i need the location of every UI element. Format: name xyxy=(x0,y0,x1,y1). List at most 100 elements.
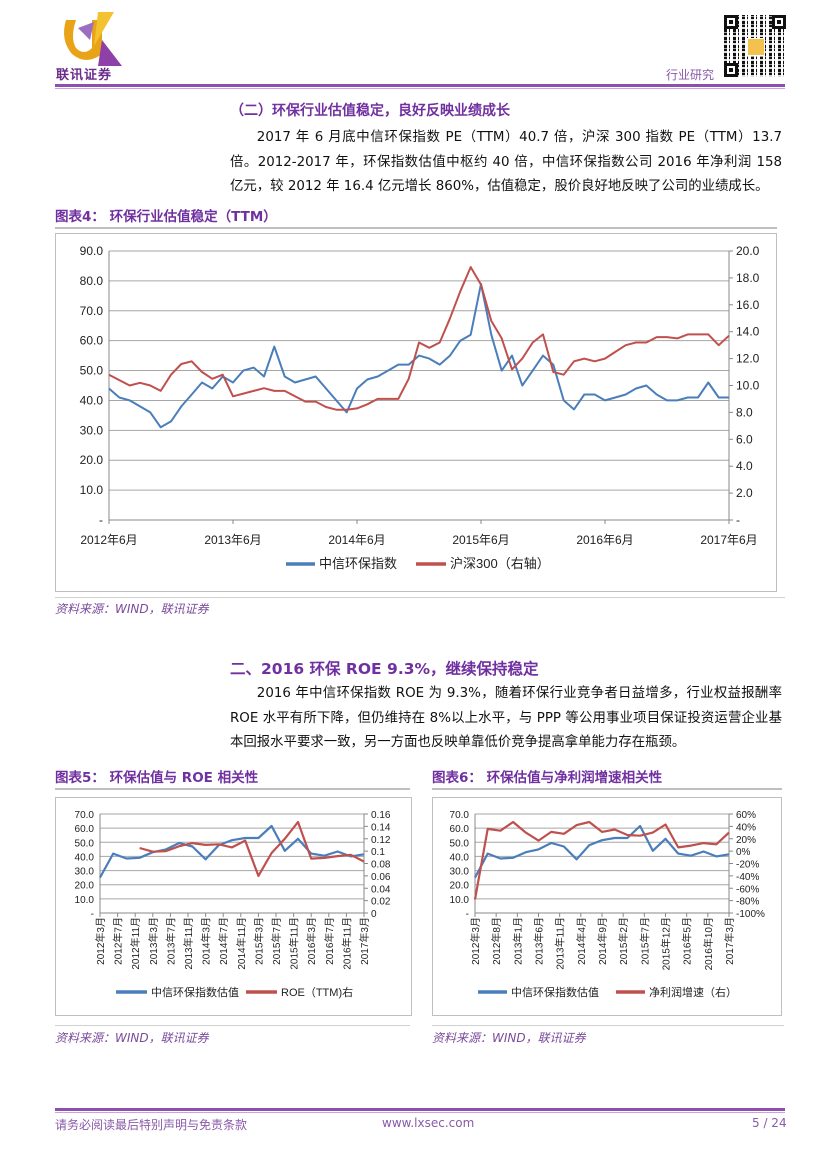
x-tick-label: 2013年11月 xyxy=(554,917,567,970)
x-tick-label: 2013年11月 xyxy=(182,917,195,970)
figure-divider xyxy=(55,227,777,229)
y-right-tick-label: 0.1 xyxy=(371,847,385,858)
y-right-tick-label: 0.06 xyxy=(371,872,391,883)
y-right-tick-label: 0.02 xyxy=(371,897,391,908)
paragraph-text: 2016 年中信环保指数 ROE 为 9.3%，随着环保行业竞争者日益增多，行业… xyxy=(230,686,782,750)
legend-label: 沪深300（右轴） xyxy=(450,556,550,571)
source-divider xyxy=(432,1025,784,1026)
y-right-tick-label: 10.0 xyxy=(736,379,760,393)
y-right-tick-label: -20% xyxy=(736,860,759,871)
y-left-tick-label: 70.0 xyxy=(75,810,95,821)
y-right-tick-label: 18.0 xyxy=(736,271,760,285)
report-category: 行业研究 xyxy=(666,68,715,82)
y-right-tick-label: 16.0 xyxy=(736,298,760,312)
x-tick-label: 2016年3月 xyxy=(305,917,318,965)
y-right-tick-label: 0.14 xyxy=(371,822,391,833)
legend-label: 中信环保指数估值 xyxy=(151,985,239,999)
x-tick-label: 2012年3月 xyxy=(94,917,107,965)
y-right-tick-label: 20.0 xyxy=(736,244,760,258)
figure-label: 图表4： xyxy=(55,209,105,225)
company-logo xyxy=(58,10,128,82)
x-tick-label: 2012年11月 xyxy=(129,917,142,970)
x-tick-label: 2013年6月 xyxy=(533,917,546,965)
y-left-tick-label: - xyxy=(99,513,103,527)
x-tick-label: 2016年6月 xyxy=(576,533,633,547)
y-left-tick-label: 50.0 xyxy=(75,838,95,849)
figure-caption: 环保估值与净利润增速相关性 xyxy=(486,770,663,786)
x-tick-label: 2017年3月 xyxy=(358,917,371,965)
y-left-tick-label: 90.0 xyxy=(80,244,104,258)
header-divider xyxy=(55,84,785,87)
figure-caption: 环保行业估值稳定（TTM） xyxy=(109,209,277,225)
x-tick-label: 2016年10月 xyxy=(702,917,715,970)
section-heading: 二、2016 环保 ROE 9.3%，继续保持稳定 xyxy=(230,660,539,678)
chart-svg: -10.020.030.040.050.060.070.000.020.040.… xyxy=(75,810,391,999)
section-paragraph: 2017 年 6 月底中信环保指数 PE（TTM）40.7 倍，沪深 300 指… xyxy=(230,126,782,200)
x-tick-label: 2013年1月 xyxy=(511,917,524,965)
y-left-tick-label: - xyxy=(466,909,469,920)
y-right-tick-label: -40% xyxy=(736,872,759,883)
y-right-tick-label: - xyxy=(736,513,740,527)
qr-code xyxy=(724,15,786,77)
y-right-tick-label: 0% xyxy=(736,847,751,858)
y-left-tick-label: 70.0 xyxy=(80,304,104,318)
y-right-tick-label: -100% xyxy=(736,909,765,920)
y-left-tick-label: 50.0 xyxy=(80,364,104,378)
y-left-tick-label: 60.0 xyxy=(75,824,95,835)
series-line-blue xyxy=(474,824,730,879)
footer-divider-thin xyxy=(55,1112,785,1113)
chart-figure6: - 10.0 20.0 30.0 40.0 50.0 60.0 70.0 -100% -80% -6… xyxy=(432,797,782,1016)
figure-divider xyxy=(432,788,782,790)
series-line-blue xyxy=(99,824,365,879)
y-left-tick-label: 60.0 xyxy=(450,824,470,835)
x-tick-label: 2014年11月 xyxy=(235,917,248,970)
y-right-tick-label: 0.16 xyxy=(371,810,391,821)
website-link[interactable]: www.lxsec.com xyxy=(382,1116,475,1130)
x-tick-label: 2015年7月 xyxy=(270,917,283,965)
y-right-tick-label: -60% xyxy=(736,884,759,895)
y-left-tick-label: 30.0 xyxy=(75,867,95,878)
x-tick-label: 2015年11月 xyxy=(288,917,301,970)
disclaimer-link[interactable]: 请务必阅读最后特别声明与免责条款 xyxy=(55,1118,248,1132)
x-tick-label: 2015年12月 xyxy=(660,917,673,970)
figure-divider xyxy=(55,788,410,790)
y-left-tick-label: 20.0 xyxy=(75,881,95,892)
series-line-red xyxy=(108,266,730,411)
footer-divider xyxy=(55,1108,785,1111)
figure-title: 图表4： 环保行业估值稳定（TTM） xyxy=(55,205,277,225)
x-tick-label: 2015年3月 xyxy=(252,917,265,965)
y-left-tick-label: - xyxy=(91,909,94,920)
y-right-tick-label: 0.12 xyxy=(371,835,391,846)
figure-source: 资料来源：WIND，联讯证券 xyxy=(55,1031,209,1045)
x-tick-label: 2014年7月 xyxy=(217,917,230,965)
figure-source: 资料来源：WIND，联讯证券 xyxy=(55,602,209,616)
section-heading: （二）环保行业估值稳定，良好反映业绩成长 xyxy=(230,103,510,119)
x-tick-label: 2017年3月 xyxy=(723,917,736,965)
y-right-tick-label: 20% xyxy=(736,835,756,846)
y-left-tick-label: 10.0 xyxy=(75,895,95,906)
series-line-blue xyxy=(108,282,729,429)
y-left-tick-label: 20.0 xyxy=(80,453,104,467)
chart-figure4: - 10.0 20.0 30.0 40.0 50.0 60.0 70.0 80.0 90.0 - 2.… xyxy=(55,233,777,592)
y-right-tick-label: -80% xyxy=(736,897,759,908)
x-tick-label: 2014年9月 xyxy=(596,917,609,965)
x-tick-label: 2016年11月 xyxy=(340,917,353,970)
x-tick-label: 2014年6月 xyxy=(328,533,385,547)
y-right-tick-label: 2.0 xyxy=(736,486,753,500)
legend-label: 中信环保指数 xyxy=(319,556,397,571)
x-tick-label: 2012年6月 xyxy=(80,533,137,547)
y-left-tick-label: 20.0 xyxy=(450,881,470,892)
figure-caption: 环保估值与 ROE 相关性 xyxy=(109,770,259,786)
y-right-tick-label: 4.0 xyxy=(736,459,753,473)
x-tick-label: 2015年7月 xyxy=(638,917,651,965)
x-tick-label: 2016年5月 xyxy=(681,917,694,965)
y-right-tick-label: 14.0 xyxy=(736,325,760,339)
series-line-red xyxy=(473,820,730,900)
y-left-tick-label: 60.0 xyxy=(80,334,104,348)
y-right-tick-label: 40% xyxy=(736,822,756,833)
y-right-tick-label: 0.04 xyxy=(371,884,391,895)
x-tick-label: 2013年3月 xyxy=(147,917,160,965)
y-left-tick-label: 30.0 xyxy=(450,867,470,878)
y-left-tick-label: 30.0 xyxy=(80,423,104,437)
y-right-tick-label: 0 xyxy=(371,909,377,920)
